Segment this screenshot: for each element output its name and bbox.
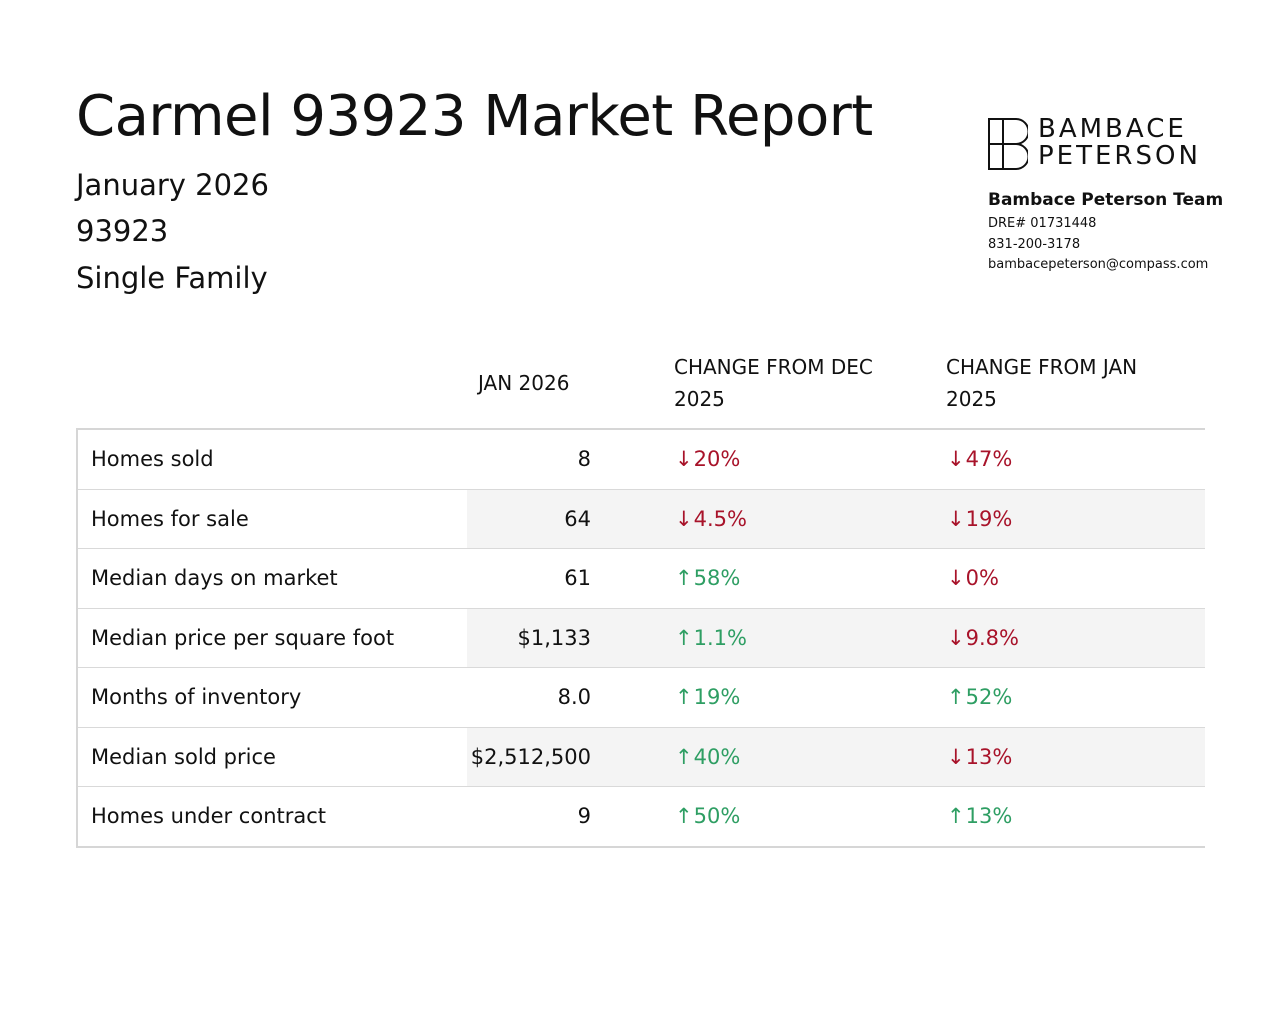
table-row: Homes under contract 9 ↑50% ↑13% <box>77 786 1205 848</box>
arrow-down-icon: ↓ <box>947 625 965 650</box>
arrow-down-icon: ↓ <box>947 566 965 591</box>
row-spacer <box>591 607 675 668</box>
change-value: 20% <box>693 447 741 472</box>
change-value: 58% <box>693 566 741 591</box>
row-change-year: ↓19% <box>947 488 1205 549</box>
market-stats-table: Homes sold 8 ↓20% ↓47% Homes for sale 64 ↓4.5%… <box>76 428 1205 848</box>
logo-word-2: PETERSON <box>1038 141 1201 171</box>
change-value: 13% <box>965 744 1013 769</box>
row-change-prev: ↑58% <box>675 548 947 609</box>
row-spacer <box>591 428 675 490</box>
report-zip: 93923 <box>76 214 169 248</box>
change-value: 50% <box>693 804 741 829</box>
change-value: 19% <box>693 685 741 710</box>
arrow-up-icon: ↑ <box>675 625 693 650</box>
row-change-year: ↓47% <box>947 428 1205 490</box>
column-header-change-prev: CHANGE FROM DEC 2025 <box>674 355 873 411</box>
table-row: Homes for sale 64 ↓4.5% ↓19% <box>77 488 1205 549</box>
row-change-year: ↓9.8% <box>947 607 1205 668</box>
report-period: January 2026 <box>76 168 269 202</box>
logo-mark-icon <box>988 118 1028 170</box>
table-row: Months of inventory 8.0 ↑19% ↑52% <box>77 667 1205 728</box>
row-label: Median sold price <box>77 726 467 787</box>
arrow-up-icon: ↑ <box>675 804 693 829</box>
row-change-prev: ↑50% <box>675 786 947 848</box>
row-current-value: 61 <box>467 548 591 609</box>
row-change-prev: ↑1.1% <box>675 607 947 668</box>
change-value: 19% <box>965 506 1013 531</box>
arrow-down-icon: ↓ <box>675 447 693 472</box>
team-email[interactable]: bambacepeterson@compass.com <box>988 257 1209 272</box>
change-value: 0% <box>965 566 999 591</box>
row-spacer <box>591 667 675 728</box>
brand-block: BAMBACE PETERSON Bambace Peterson Team D… <box>988 114 1248 272</box>
row-label: Homes for sale <box>77 488 467 549</box>
change-value: 47% <box>965 447 1013 472</box>
arrow-up-icon: ↑ <box>675 744 693 769</box>
row-current-value: $1,133 <box>467 607 591 668</box>
row-label: Homes sold <box>77 428 467 490</box>
team-phone[interactable]: 831-200-3178 <box>988 237 1081 252</box>
team-dre: DRE# 01731448 <box>988 216 1097 231</box>
change-value: 1.1% <box>693 625 747 650</box>
arrow-up-icon: ↑ <box>675 566 693 591</box>
team-name: Bambace Peterson Team <box>988 190 1224 210</box>
table-row: Median sold price $2,512,500 ↑40% ↓13% <box>77 726 1205 787</box>
arrow-down-icon: ↓ <box>947 744 965 769</box>
row-spacer <box>591 548 675 609</box>
row-change-prev: ↓20% <box>675 428 947 490</box>
row-change-prev: ↓4.5% <box>675 488 947 549</box>
row-change-prev: ↑19% <box>675 667 947 728</box>
row-change-year: ↑13% <box>947 786 1205 848</box>
row-label: Months of inventory <box>77 667 467 728</box>
row-current-value: 64 <box>467 488 591 549</box>
brand-logo: BAMBACE PETERSON <box>988 114 1248 172</box>
change-value: 52% <box>965 685 1013 710</box>
change-value: 4.5% <box>693 506 747 531</box>
change-value: 13% <box>965 804 1013 829</box>
column-header-change-year: CHANGE FROM JAN 2025 <box>946 355 1138 411</box>
row-current-value: 9 <box>467 786 591 848</box>
arrow-down-icon: ↓ <box>675 506 693 531</box>
arrow-up-icon: ↑ <box>947 804 965 829</box>
arrow-down-icon: ↓ <box>947 506 965 531</box>
row-change-year: ↑52% <box>947 667 1205 728</box>
row-current-value: 8 <box>467 428 591 490</box>
change-value: 9.8% <box>965 625 1019 650</box>
row-current-value: 8.0 <box>467 667 591 728</box>
table-row: Median days on market 61 ↑58% ↓0% <box>77 548 1205 609</box>
row-spacer <box>591 488 675 549</box>
page-title: Carmel 93923 Market Report <box>76 84 873 149</box>
logo-word-1: BAMBACE <box>1038 114 1187 144</box>
row-spacer <box>591 726 675 787</box>
column-header-current: JAN 2026 <box>478 371 570 395</box>
row-change-year: ↓0% <box>947 548 1205 609</box>
row-change-prev: ↑40% <box>675 726 947 787</box>
change-value: 40% <box>693 744 741 769</box>
arrow-up-icon: ↑ <box>675 685 693 710</box>
arrow-up-icon: ↑ <box>947 685 965 710</box>
row-current-value: $2,512,500 <box>467 726 591 787</box>
row-label: Median days on market <box>77 548 467 609</box>
arrow-down-icon: ↓ <box>947 447 965 472</box>
table-row: Median price per square foot $1,133 ↑1.1% ↓… <box>77 607 1205 668</box>
row-label: Homes under contract <box>77 786 467 848</box>
table-row: Homes sold 8 ↓20% ↓47% <box>77 428 1205 490</box>
row-change-year: ↓13% <box>947 726 1205 787</box>
row-label: Median price per square foot <box>77 607 467 668</box>
row-spacer <box>591 786 675 848</box>
property-type: Single Family <box>76 261 268 295</box>
